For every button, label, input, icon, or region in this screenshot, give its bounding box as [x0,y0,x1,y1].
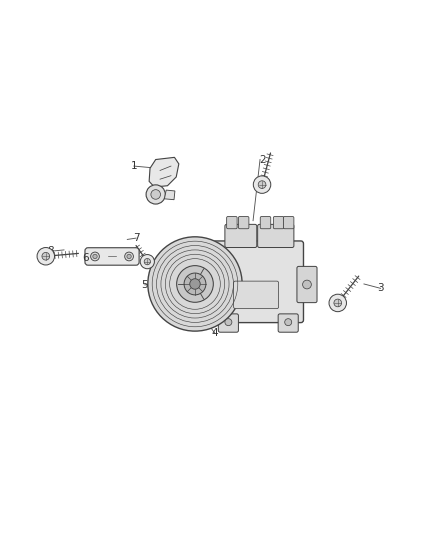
Circle shape [177,265,213,302]
Circle shape [125,252,134,261]
FancyBboxPatch shape [226,216,237,229]
Circle shape [140,255,155,269]
FancyBboxPatch shape [260,216,271,229]
Circle shape [151,190,160,199]
Polygon shape [149,157,179,187]
Text: 8: 8 [48,246,54,256]
FancyBboxPatch shape [213,241,304,322]
Circle shape [93,254,97,259]
Circle shape [334,299,342,307]
FancyBboxPatch shape [283,216,294,229]
FancyBboxPatch shape [219,314,238,332]
Text: 6: 6 [82,253,89,263]
Circle shape [258,181,266,189]
FancyBboxPatch shape [207,257,219,310]
Circle shape [144,259,150,265]
FancyBboxPatch shape [233,281,279,309]
Polygon shape [164,190,175,200]
Circle shape [329,294,346,312]
Circle shape [225,319,232,326]
FancyBboxPatch shape [225,224,257,247]
Circle shape [37,247,54,265]
Text: 4: 4 [211,328,218,338]
FancyBboxPatch shape [258,224,294,247]
Circle shape [127,254,131,259]
FancyBboxPatch shape [238,216,249,229]
Text: 3: 3 [377,284,384,293]
Circle shape [184,273,206,295]
Text: 7: 7 [133,233,139,243]
Circle shape [253,176,271,193]
Circle shape [285,319,292,326]
Circle shape [146,185,165,204]
Text: 5: 5 [141,280,148,290]
Text: 2: 2 [259,155,266,165]
FancyBboxPatch shape [85,248,139,265]
Circle shape [42,253,49,260]
FancyBboxPatch shape [297,266,317,303]
Text: 1: 1 [131,161,137,171]
Circle shape [148,237,242,331]
FancyBboxPatch shape [278,314,298,332]
Circle shape [303,280,311,289]
Circle shape [91,252,99,261]
Circle shape [190,279,200,289]
FancyBboxPatch shape [273,216,284,229]
